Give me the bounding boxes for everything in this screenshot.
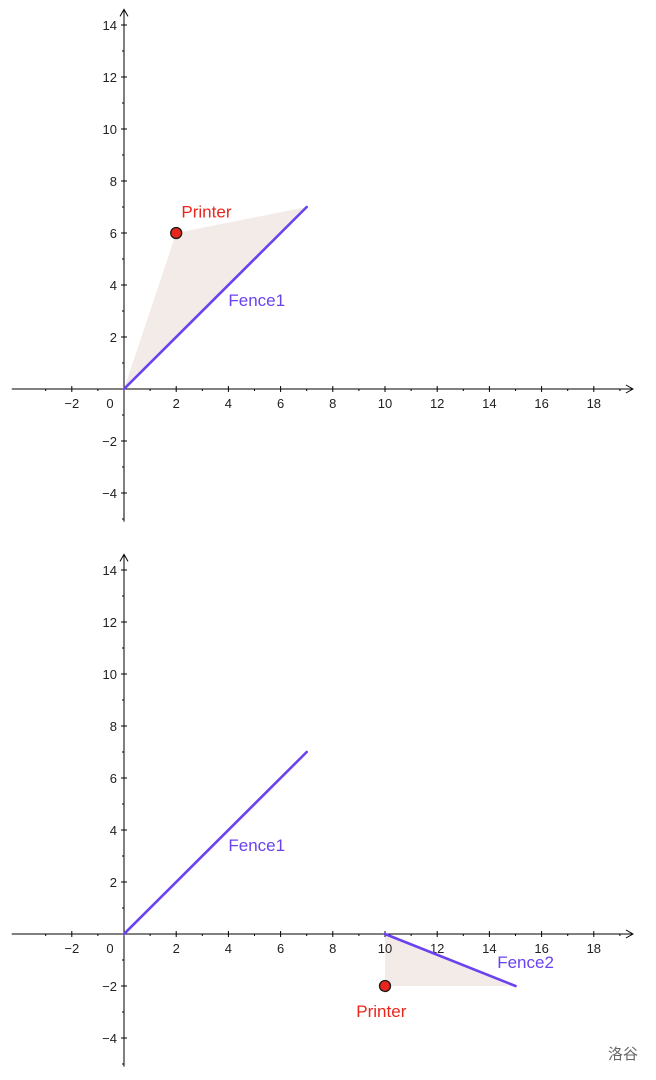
x-tick-label: 8 (329, 941, 336, 956)
fence-label-fence1: Fence1 (228, 291, 285, 310)
y-tick-label: −4 (102, 1031, 117, 1046)
x-tick-label: −2 (64, 396, 79, 411)
x-tick-label: 10 (378, 941, 392, 956)
x-axis-arrow (625, 384, 634, 394)
y-tick-label: −2 (102, 434, 117, 449)
x-tick-label: 16 (534, 941, 548, 956)
y-tick-label: 4 (110, 278, 117, 293)
x-tick-label: 16 (534, 396, 548, 411)
fence-segment-fence1 (122, 750, 309, 936)
y-tick-label: 8 (110, 719, 117, 734)
x-tick-label: 4 (225, 941, 232, 956)
y-tick-label: 14 (103, 563, 117, 578)
y-tick-label: 12 (103, 70, 117, 85)
x-tick-label: 0 (106, 396, 113, 411)
x-tick-label: 8 (329, 396, 336, 411)
y-tick-label: 14 (103, 18, 117, 33)
x-tick-label: 18 (587, 396, 601, 411)
y-tick-label: 6 (110, 771, 117, 786)
coordinate-plot-bottom: −2 0 2 4 6 8 10 12 14 16 18−4−22468101214Fence1Fen… (11, 553, 634, 1067)
x-tick-label: 12 (430, 396, 444, 411)
x-tick-label: 4 (225, 396, 232, 411)
y-tick-label: 2 (110, 330, 117, 345)
printer-label: Printer (181, 202, 231, 221)
x-tick-label: −2 (64, 941, 79, 956)
y-tick-label: 10 (103, 122, 117, 137)
printer-point (170, 226, 183, 240)
x-tick-label: 6 (277, 396, 284, 411)
y-tick-label: −2 (102, 979, 117, 994)
y-axis-arrow (119, 553, 129, 562)
y-tick-label: 10 (103, 667, 117, 682)
y-tick-label: 12 (103, 615, 117, 630)
coordinate-plot-top: −2 0 2 4 6 8 10 12 14 16 18 −4 −2 2 4 6 8 10 12 14 Fence1 Pri… (11, 8, 634, 522)
x-tick-label: 14 (482, 396, 496, 411)
x-tick-label: 18 (587, 941, 601, 956)
fence-label-fence1: Fence1 (228, 836, 285, 855)
x-tick-label: 10 (378, 396, 392, 411)
y-tick-label: 6 (110, 226, 117, 241)
x-tick-label: 2 (173, 941, 180, 956)
y-tick-label: −4 (102, 486, 117, 501)
fence-label-fence2: Fence2 (497, 953, 554, 972)
x-axis-arrow (625, 929, 634, 939)
y-tick-label: 8 (110, 174, 117, 189)
printer-point (378, 979, 392, 993)
y-tick-label: 4 (110, 823, 117, 838)
fence-segment-fence1 (122, 205, 309, 391)
watermark-text: 洛谷 (607, 1045, 638, 1063)
x-tick-label: 6 (277, 941, 284, 956)
fence-segment-fence2 (383, 932, 517, 988)
y-tick-label: 2 (110, 875, 117, 890)
printer-label: Printer (356, 1002, 406, 1021)
x-tick-label: 14 (482, 941, 496, 956)
x-tick-label: 0 (106, 941, 113, 956)
x-tick-label: 2 (173, 396, 180, 411)
y-axis-arrow (119, 8, 129, 17)
